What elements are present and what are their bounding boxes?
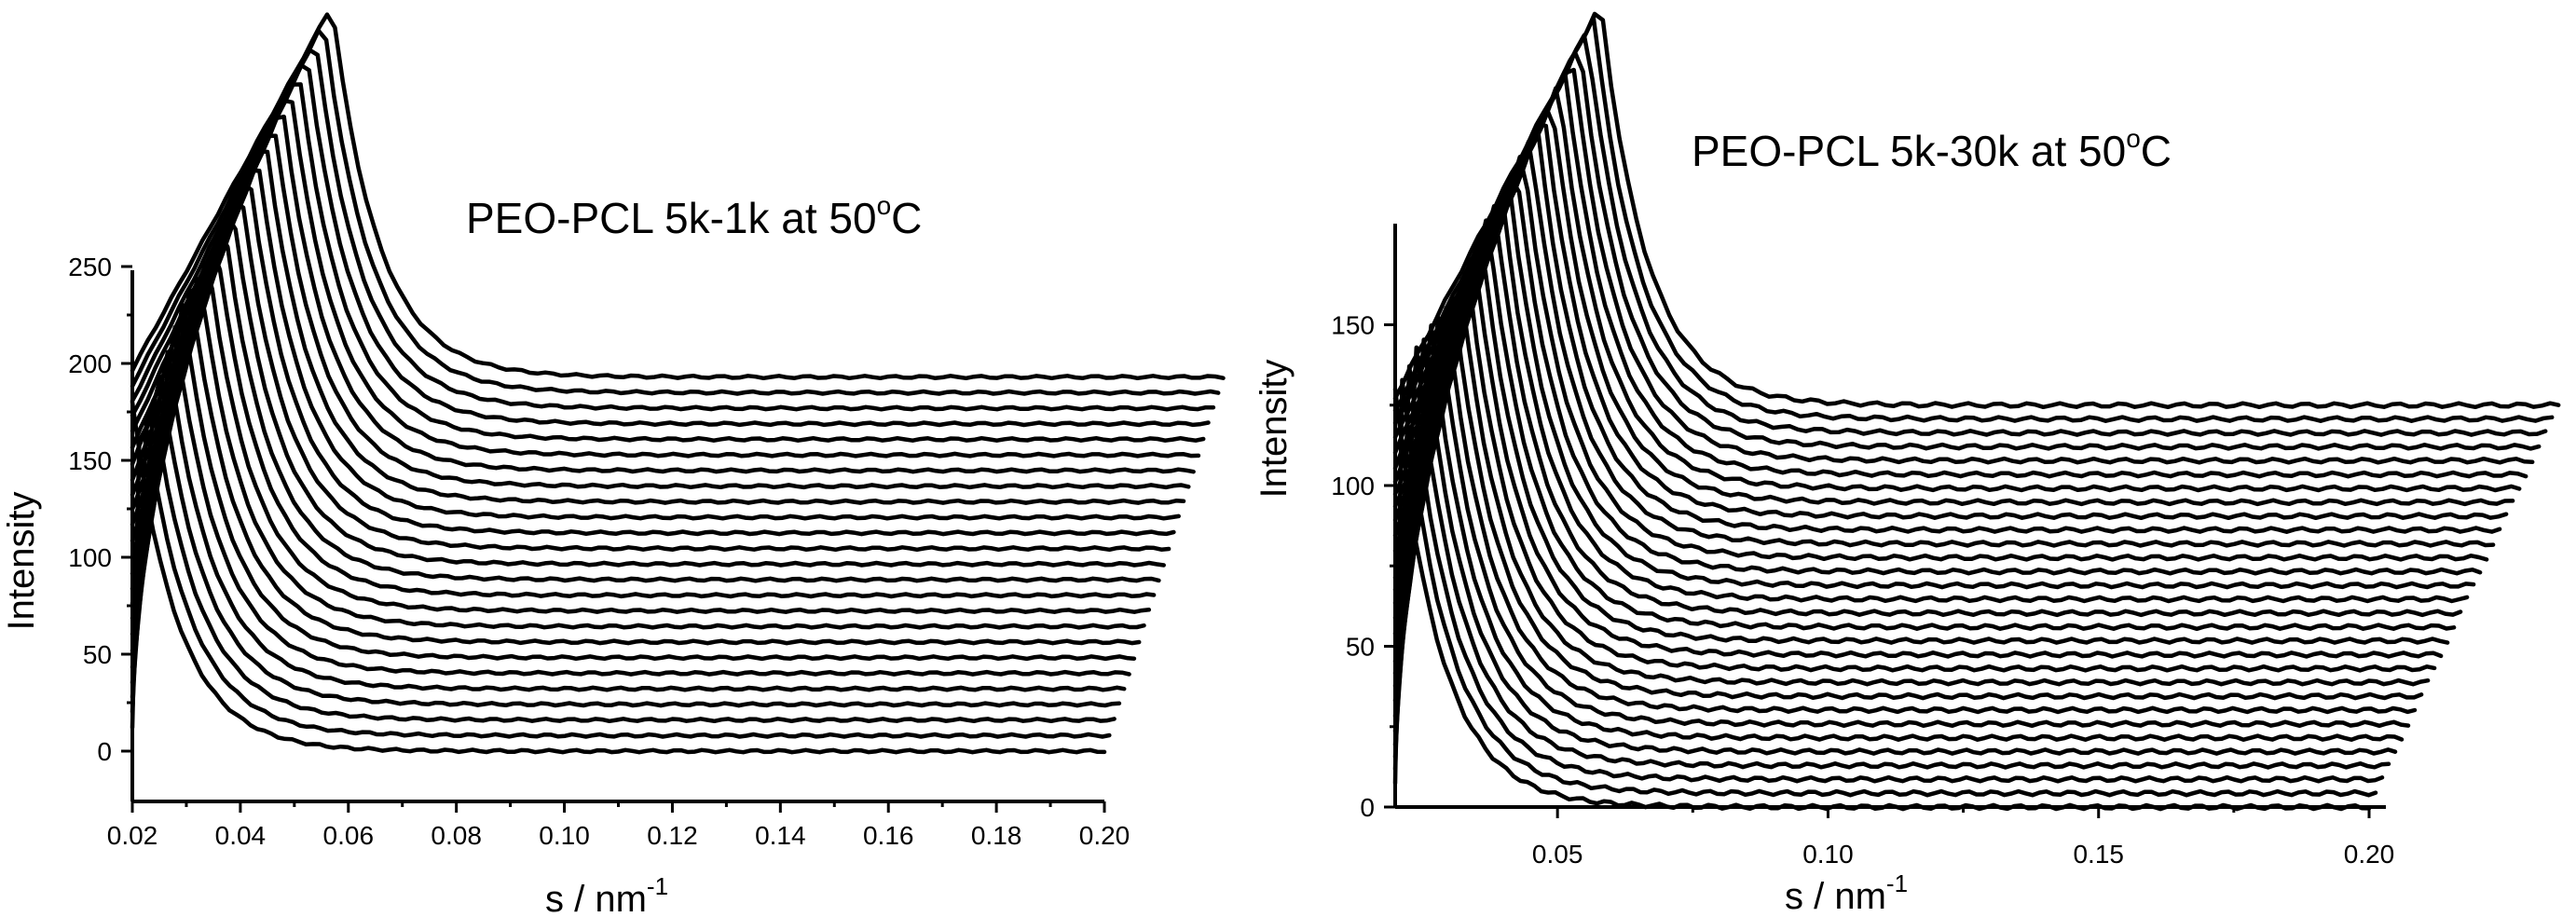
chart-right: 0 50 100 150 0.05 0.10 0.15 0.20 PEO-PCL 5k-30… — [1254, 11, 2561, 917]
scattering-curve — [130, 261, 1152, 614]
scattering-curve — [130, 400, 1107, 755]
scattering-curve — [1392, 155, 2489, 562]
scattering-curve — [130, 149, 1186, 505]
chart-title-left: PEO-PCL 5k-1k at 50oC — [466, 191, 922, 242]
x-tick-label: 0.10 — [1802, 840, 1854, 869]
x-ticks-right: 0.05 0.10 0.15 0.20 — [1532, 807, 2394, 869]
scattering-curve — [130, 324, 1131, 677]
y-axis-title-left: Intensity — [1, 492, 42, 631]
x-tick-label: 0.06 — [323, 821, 375, 850]
scattering-curve — [130, 287, 1142, 646]
curve-stack-left — [130, 12, 1226, 755]
scattering-curve — [1392, 306, 2418, 715]
scattering-curve — [130, 231, 1161, 583]
x-tick-label: 0.10 — [539, 821, 590, 850]
scattering-curve — [130, 247, 1157, 599]
scattering-curve — [130, 48, 1216, 412]
scattering-curve — [1392, 15, 2555, 423]
scattering-curve — [130, 98, 1201, 458]
scattering-curve — [130, 182, 1176, 537]
x-tick-label: 0.16 — [863, 821, 914, 850]
scattering-curve — [1392, 291, 2431, 687]
y-tick-label: 200 — [68, 349, 112, 378]
scattering-curve — [1392, 337, 2398, 756]
scattering-curve — [1392, 296, 2424, 701]
scattering-curve — [1392, 203, 2463, 618]
y-tick-label: 50 — [83, 640, 112, 669]
scattering-curve — [1392, 33, 2548, 437]
x-axis-title-left: s / nm-1 — [545, 872, 668, 917]
scattering-curve — [1392, 345, 2391, 770]
scattering-curve — [1392, 240, 2450, 645]
x-tick-label: 0.14 — [755, 821, 806, 850]
x-tick-label: 0.18 — [971, 821, 1022, 850]
x-tick-label: 0.20 — [2344, 840, 2395, 869]
scattering-curve — [1392, 218, 2457, 632]
chart-left: 0 50 100 150 200 250 0.02 0.04 0.06 0.08 0.10 0.12… — [1, 12, 1226, 917]
x-tick-label: 0.04 — [215, 821, 267, 850]
x-tick-label: 0.12 — [647, 821, 698, 850]
y-ticks-left: 0 50 100 150 200 250 — [68, 253, 132, 766]
scattering-curve — [130, 168, 1181, 521]
scattering-curve — [1392, 193, 2470, 604]
chart-title-right: PEO-PCL 5k-30k at 50oC — [1692, 124, 2172, 175]
y-tick-label: 150 — [68, 446, 112, 475]
scattering-curve — [1392, 86, 2522, 493]
y-tick-label: 50 — [1346, 633, 1375, 662]
y-axis-title-right: Intensity — [1254, 360, 1295, 499]
scattering-curve — [130, 114, 1196, 474]
y-tick-label: 100 — [1331, 472, 1375, 500]
scattering-curve — [1392, 176, 2483, 576]
scattering-curve — [1392, 377, 2378, 798]
scattering-curve — [1392, 192, 2476, 590]
y-tick-label: 0 — [97, 737, 112, 766]
y-tick-label: 0 — [1360, 793, 1375, 822]
scattering-curve — [1392, 49, 2542, 451]
scattering-curve — [130, 349, 1127, 692]
scattering-curve — [1392, 69, 2528, 479]
scattering-curve — [1392, 122, 2502, 534]
x-tick-label: 0.20 — [1079, 821, 1130, 850]
scattering-curve — [130, 302, 1137, 662]
y-tick-label: 250 — [68, 253, 112, 281]
x-tick-label: 0.08 — [431, 821, 482, 850]
scattering-curve — [1392, 316, 2411, 729]
scattering-curve — [1392, 67, 2535, 465]
scattering-curve — [130, 277, 1146, 630]
scattering-curve — [130, 375, 1122, 708]
scattering-curve — [1392, 363, 2385, 784]
scattering-curve — [130, 398, 1117, 724]
x-tick-label: 0.05 — [1532, 840, 1583, 869]
x-tick-label: 0.15 — [2073, 840, 2124, 869]
scattering-curve — [130, 62, 1211, 428]
x-ticks-left: 0.02 0.04 0.06 0.08 0.10 0.12 0.14 0.16 0.18 0.20 — [107, 801, 1130, 850]
scattering-curve — [1392, 106, 2515, 507]
scattering-curve — [130, 133, 1191, 490]
y-tick-label: 100 — [68, 543, 112, 572]
scattering-curve — [130, 425, 1112, 739]
x-tick-label: 0.02 — [107, 821, 158, 850]
scattering-curve — [1392, 277, 2437, 673]
scattering-curve — [130, 82, 1206, 443]
scattering-curve — [1392, 139, 2496, 548]
scattering-curve — [1392, 256, 2444, 659]
scattering-curve — [130, 200, 1172, 553]
scattering-curve — [130, 215, 1166, 568]
y-ticks-right: 0 50 100 150 — [1331, 311, 1395, 822]
scattering-curve — [1392, 121, 2509, 521]
y-tick-label: 150 — [1331, 311, 1375, 340]
scattering-curve — [130, 28, 1221, 396]
scattering-curve — [1392, 323, 2405, 742]
x-axis-title-right: s / nm-1 — [1785, 869, 1908, 917]
